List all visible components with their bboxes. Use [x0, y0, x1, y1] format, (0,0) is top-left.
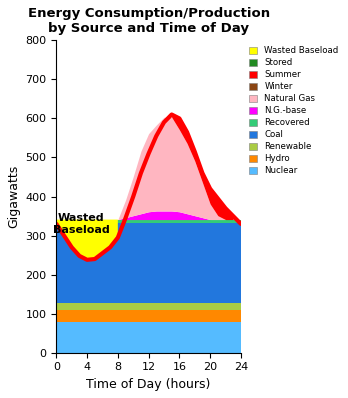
Y-axis label: Gigawatts: Gigawatts — [7, 165, 20, 228]
X-axis label: Time of Day (hours): Time of Day (hours) — [86, 378, 211, 391]
Legend: Wasted Baseload, Stored, Summer, Winter, Natural Gas, N.G.-base, Recovered, Coal: Wasted Baseload, Stored, Summer, Winter,… — [247, 45, 340, 177]
Text: Wasted
Baseload: Wasted Baseload — [53, 213, 109, 235]
Title: Energy Consumption/Production
by Source and Time of Day: Energy Consumption/Production by Source … — [27, 7, 270, 35]
